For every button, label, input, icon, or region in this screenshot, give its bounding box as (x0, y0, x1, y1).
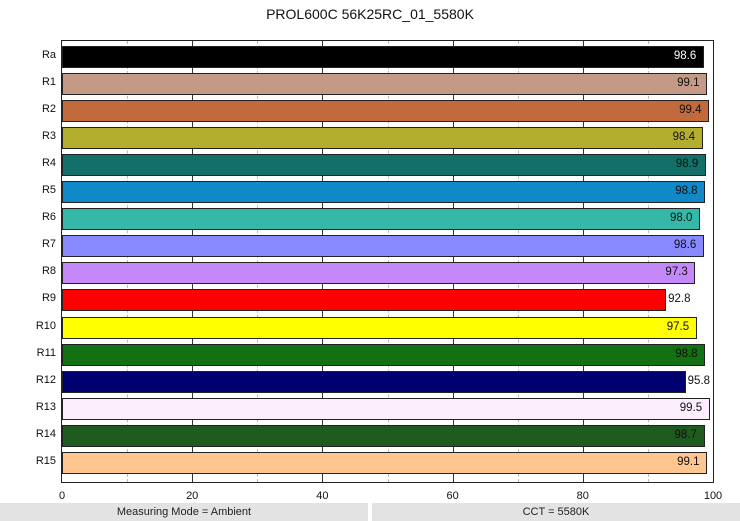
category-label: R6 (41, 211, 56, 224)
bar-r11 (62, 343, 706, 366)
bar-value-label: 97.3 (665, 266, 688, 279)
bar-value-label: 98.8 (675, 347, 698, 360)
bar-r10 (62, 316, 697, 339)
category-label: R4 (41, 157, 56, 170)
bar-value-label: 98.8 (675, 185, 698, 198)
minor-gridline (387, 41, 389, 482)
minor-gridline (257, 41, 259, 482)
category-label: R2 (41, 103, 56, 116)
bar-r8 (62, 262, 696, 285)
category-label: R12 (35, 373, 56, 386)
major-gridline (452, 41, 454, 482)
category-label: Ra (41, 49, 56, 61)
bar-value-label: 98.4 (672, 131, 695, 144)
bar-ra (62, 46, 704, 68)
x-tick-label: 60 (446, 490, 459, 502)
bar-value-label: 99.5 (679, 401, 703, 414)
category-label: R9 (41, 292, 56, 305)
plot-area: 98.6 99.1 99.4 98.4 98.9 98.8 98.0 98.6 97.3 92.8… (61, 40, 714, 483)
category-label: R7 (41, 238, 56, 251)
major-gridline (582, 41, 584, 482)
bar-r4 (62, 154, 706, 177)
x-tick-label: 40 (316, 490, 329, 502)
bar-value-label: 98.0 (669, 212, 693, 225)
bar-value-label: 99.4 (679, 104, 702, 117)
bar-r9 (62, 289, 667, 312)
major-gridline (192, 41, 194, 482)
x-tick-label: 80 (576, 490, 589, 502)
bar-value-label: 98.6 (673, 239, 697, 252)
minor-gridline (127, 41, 129, 482)
category-label: R8 (41, 265, 56, 278)
bar-r6 (62, 208, 700, 231)
bar-value-label: 98.7 (674, 428, 697, 441)
bar-r7 (62, 235, 704, 258)
x-tick-label: 20 (186, 490, 199, 502)
category-label: R3 (41, 130, 56, 143)
bar-r5 (62, 181, 706, 204)
minor-gridline (647, 41, 649, 482)
bar-r15 (62, 451, 708, 474)
category-label: R15 (35, 454, 56, 467)
category-label: R10 (35, 319, 56, 332)
bar-value-label: 95.8 (687, 374, 711, 387)
bar-value-label: 92.8 (668, 293, 691, 306)
bar-r13 (62, 397, 710, 420)
bar-value-label: 99.1 (677, 77, 700, 90)
bar-r2 (62, 100, 710, 123)
bar-r1 (62, 73, 708, 96)
bar-value-label: 98.9 (675, 158, 699, 171)
minor-gridline (517, 41, 519, 482)
category-label: R5 (41, 184, 56, 197)
bar-value-label: 97.5 (666, 320, 690, 333)
major-gridline (322, 41, 324, 482)
bar-r14 (62, 424, 705, 447)
category-label: R11 (36, 346, 56, 359)
x-tick-label: 0 (58, 490, 66, 502)
bar-value-label: 98.6 (673, 50, 697, 62)
category-label: R14 (35, 427, 56, 440)
category-label: R13 (35, 400, 56, 413)
bar-r12 (62, 370, 686, 393)
measuring-mode-status: Measuring Mode = Ambient (0, 503, 368, 521)
category-label: R1 (41, 76, 56, 89)
cct-status: CCT = 5580K (372, 503, 740, 521)
bar-value-label: 99.1 (677, 455, 700, 468)
x-tick-label: 100 (703, 490, 723, 502)
bar-r3 (62, 127, 703, 150)
chart-title: PROL600C 56K25RC_01_5580K (266, 6, 474, 22)
